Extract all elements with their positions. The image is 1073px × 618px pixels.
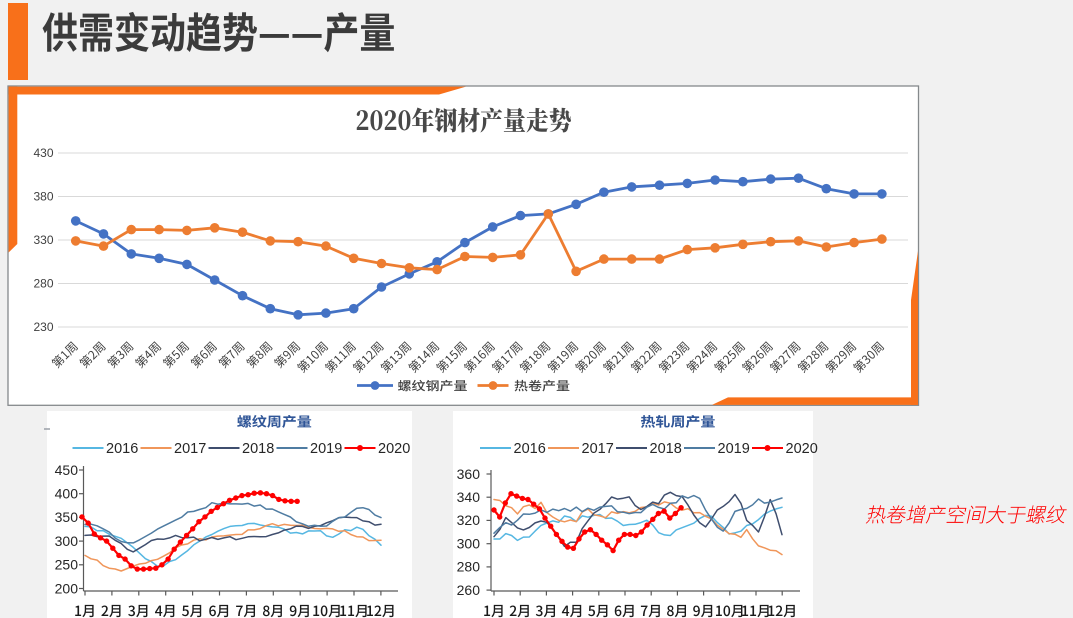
svg-text:2016: 2016 (514, 441, 546, 457)
svg-text:200: 200 (55, 580, 79, 596)
svg-text:230: 230 (33, 320, 53, 334)
svg-text:2018: 2018 (650, 441, 682, 457)
svg-text:250: 250 (55, 557, 79, 573)
svg-text:300: 300 (55, 533, 79, 549)
svg-text:2019: 2019 (310, 441, 342, 457)
svg-text:2018: 2018 (242, 441, 274, 457)
svg-text:2019: 2019 (718, 441, 750, 457)
svg-text:2020: 2020 (786, 441, 818, 457)
svg-text:2020: 2020 (378, 441, 410, 457)
svg-text:2017: 2017 (174, 441, 206, 457)
svg-text:450: 450 (55, 462, 79, 478)
svg-text:380: 380 (33, 190, 53, 204)
svg-text:360: 360 (457, 466, 481, 482)
svg-text:340: 340 (457, 489, 481, 505)
svg-text:330: 330 (33, 233, 53, 247)
svg-text:320: 320 (457, 512, 481, 528)
svg-text:260: 260 (457, 582, 481, 598)
svg-text:2017: 2017 (582, 441, 614, 457)
svg-text:430: 430 (33, 146, 53, 160)
svg-text:280: 280 (457, 559, 481, 575)
svg-text:350: 350 (55, 509, 79, 525)
svg-text:400: 400 (55, 486, 79, 502)
svg-text:300: 300 (457, 536, 481, 552)
svg-text:2016: 2016 (106, 441, 138, 457)
svg-text:280: 280 (33, 277, 53, 291)
